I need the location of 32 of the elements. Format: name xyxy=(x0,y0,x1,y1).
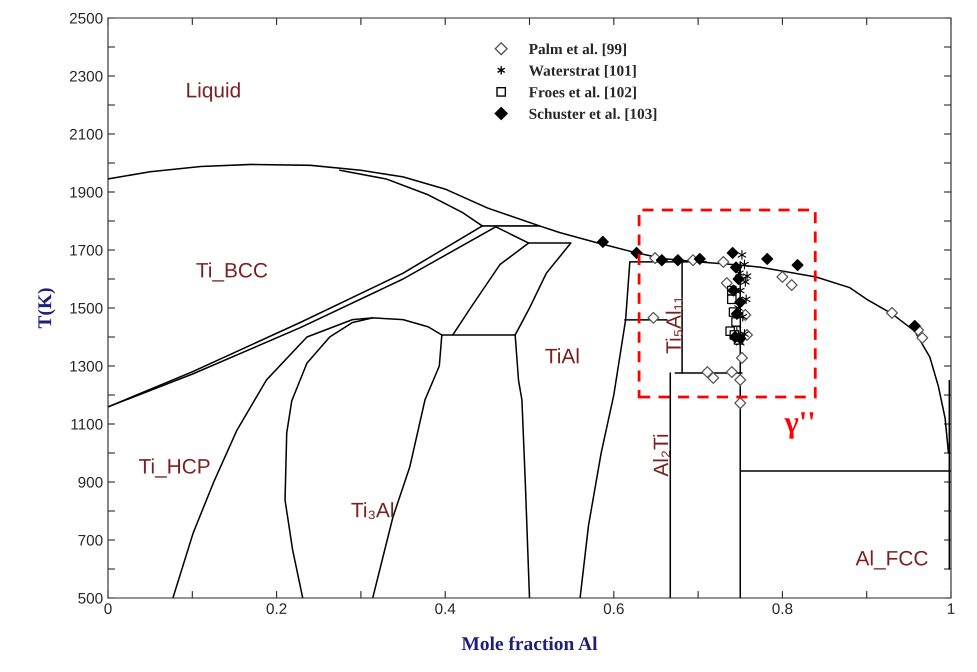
x-tick-label: 0.4 xyxy=(435,603,456,614)
annotation: Ti_BCC xyxy=(196,262,268,282)
y-tick-label: 2300 xyxy=(70,70,103,82)
legend-label: Schuster et al. [103] xyxy=(529,108,656,121)
y-tick-label: 700 xyxy=(78,534,103,546)
x-axis-title: Mole fraction Al xyxy=(462,636,598,650)
annotation: Ti₃Al xyxy=(351,502,394,520)
y-tick-label: 1100 xyxy=(71,418,103,430)
annotation: Ti_HCP xyxy=(138,458,210,478)
y-tick-label: 2100 xyxy=(70,128,103,140)
y-tick-label: 2500 xyxy=(70,12,103,24)
y-tick-label: 500 xyxy=(78,592,103,604)
annotation: Liquid xyxy=(187,82,240,102)
y-tick-label: 1300 xyxy=(70,360,103,372)
x-tick-label: 0 xyxy=(104,603,112,614)
annotation: Al₂Ti xyxy=(652,434,670,477)
y-tick-label: 900 xyxy=(78,476,103,488)
legend-label: Waterstrat [101] xyxy=(528,65,636,78)
annotation: γ'' xyxy=(784,412,814,439)
annotation: Al_FCC xyxy=(856,550,928,570)
y-tick-label: 1700 xyxy=(70,244,103,256)
x-tick-label: 0.6 xyxy=(604,603,624,614)
x-tick-label: 0.2 xyxy=(266,603,286,614)
y-tick-label: 1500 xyxy=(70,302,103,314)
legend-label: Froes et al. [102] xyxy=(528,86,636,100)
legend-label: Palm et al. [99] xyxy=(528,43,626,56)
annotation: Ti₅Al₁₁ xyxy=(666,296,683,354)
x-tick-label: 0.8 xyxy=(772,603,792,614)
x-tick-label: 1 xyxy=(948,603,955,614)
y-axis-title: T(K) xyxy=(38,288,56,328)
y-tick-label: 1900 xyxy=(70,186,103,198)
annotation: TiAl xyxy=(545,348,579,364)
